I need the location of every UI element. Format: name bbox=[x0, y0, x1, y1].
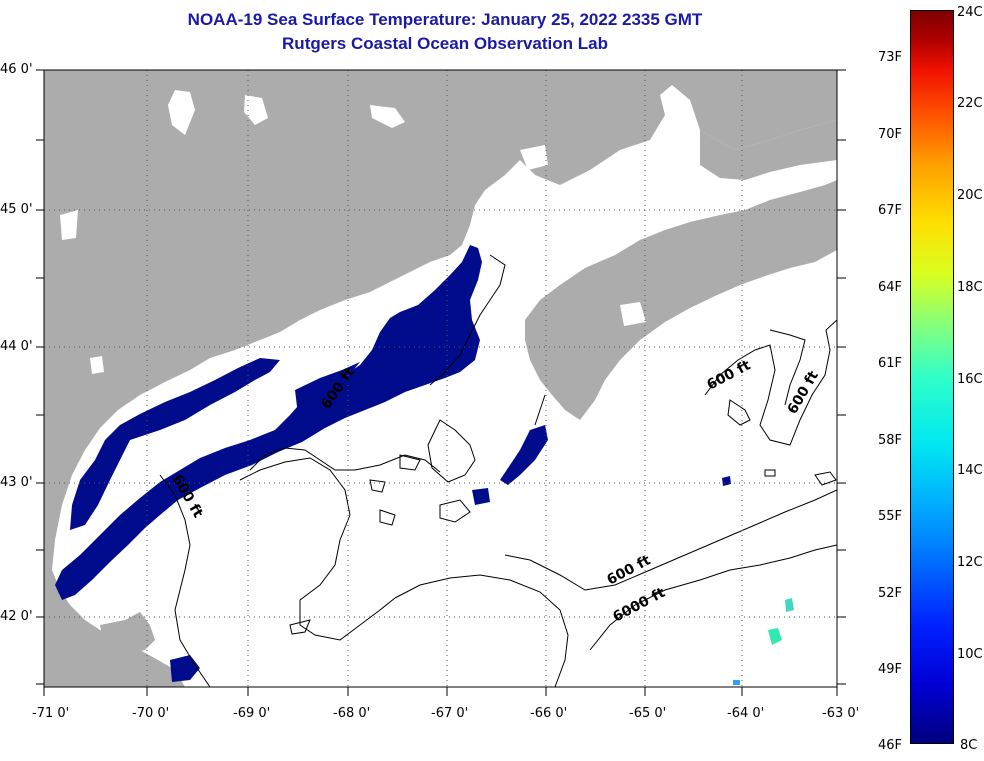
lat-label: 46 0' bbox=[0, 62, 33, 77]
lon-label: -66 0' bbox=[530, 706, 568, 721]
land-cape-cod bbox=[100, 612, 155, 655]
sst-map: 600 ft 600 ft 600 ft 600 ft 600 ft 6000 … bbox=[36, 69, 846, 696]
water-bay-of-fundy bbox=[475, 150, 655, 300]
colorbar-c-label: 24C bbox=[957, 5, 983, 20]
colorbar-c-label: 16C bbox=[957, 372, 983, 387]
lon-label: -67 0' bbox=[431, 706, 469, 721]
lon-label: -65 0' bbox=[629, 706, 667, 721]
colorbar-c-label: 10C bbox=[957, 647, 983, 662]
lon-label: -64 0' bbox=[727, 706, 765, 721]
land-nova-scotia bbox=[525, 180, 837, 420]
colorbar-f-label: 55F bbox=[878, 509, 903, 524]
colorbar-f-label: 52F bbox=[878, 586, 903, 601]
lat-label: 43 0' bbox=[0, 475, 33, 490]
land-cape-breton bbox=[700, 120, 837, 180]
colorbar-c-label: 18C bbox=[957, 280, 983, 295]
colorbar-f-label: 58F bbox=[878, 433, 903, 448]
colorbar-c-label: 14C bbox=[957, 463, 983, 478]
colorbar-c-label: 8C bbox=[960, 738, 978, 753]
colorbar-f-label: 61F bbox=[878, 356, 903, 371]
map-title: NOAA-19 Sea Surface Temperature: January… bbox=[187, 10, 703, 29]
lon-label: -69 0' bbox=[233, 706, 271, 721]
colorbar-f-label: 49F bbox=[878, 662, 903, 677]
map-subtitle: Rutgers Coastal Ocean Observation Lab bbox=[282, 34, 608, 53]
colorbar-c-label: 22C bbox=[957, 96, 983, 111]
colorbar-f-label: 46F bbox=[878, 738, 903, 753]
lon-label: -70 0' bbox=[132, 706, 170, 721]
lat-label: 45 0' bbox=[0, 202, 33, 217]
colorbar-f-label: 70F bbox=[878, 127, 903, 142]
lon-label: -71 0' bbox=[32, 706, 70, 721]
cold-water-maine-coast bbox=[55, 245, 482, 600]
land-mainland bbox=[44, 70, 837, 687]
colorbar-c-label: 12C bbox=[957, 555, 983, 570]
lat-label: 42 0' bbox=[0, 609, 33, 624]
bathymetry-contours bbox=[159, 254, 837, 687]
temperature-colorbar bbox=[910, 10, 954, 744]
colorbar-c-label: 20C bbox=[957, 188, 983, 203]
colorbar-f-label: 64F bbox=[878, 280, 903, 295]
colorbar-f-label: 73F bbox=[878, 50, 903, 65]
lon-label: -63 0' bbox=[822, 706, 860, 721]
lon-label: -68 0' bbox=[333, 706, 371, 721]
graticule bbox=[44, 70, 837, 687]
lat-label: 44 0' bbox=[0, 339, 33, 354]
colorbar-f-label: 67F bbox=[878, 203, 903, 218]
